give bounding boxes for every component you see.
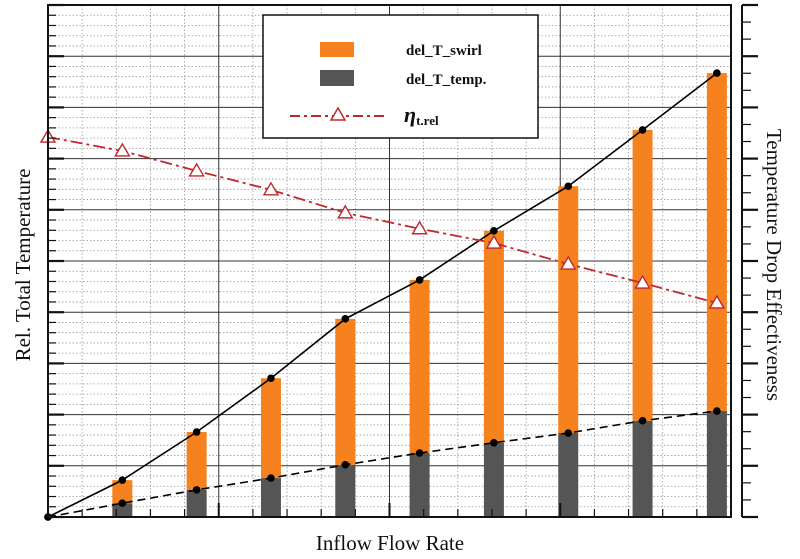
eta-triangle-marker <box>262 181 280 196</box>
point-marker <box>713 69 721 77</box>
eta-triangle-marker <box>634 274 651 289</box>
legend: del_T_swirl del_T_temp. ηt.rel <box>262 14 539 139</box>
bar-del-t-swirl <box>335 318 356 465</box>
eta-triangle-marker <box>188 162 205 177</box>
bar-del-t-temp <box>409 453 430 517</box>
point-marker <box>564 182 573 191</box>
point-marker <box>564 429 573 437</box>
point-marker <box>415 276 424 284</box>
bar-del-t-swirl <box>409 279 430 453</box>
point-marker <box>638 416 647 425</box>
axes <box>47 3 758 519</box>
y2-axis-title: Temperature Drop Effectiveness <box>762 129 786 401</box>
legend-label-eta-main: η <box>404 102 416 127</box>
eta-triangle-marker <box>560 255 577 270</box>
eta-triangle-marker <box>485 234 503 249</box>
bar-del-t-swirl <box>260 378 281 479</box>
bar-del-t-swirl <box>706 73 727 412</box>
eta-triangle-marker <box>114 142 131 157</box>
bar-del-t-temp <box>558 433 579 517</box>
legend-label-del-t-temp: del_T_temp. <box>406 72 487 88</box>
point-marker <box>638 126 647 134</box>
y-axis-title: Rel. Total Temperature <box>11 169 35 362</box>
eta-triangle-marker <box>337 204 354 219</box>
bar-del-t-temp <box>260 478 281 517</box>
legend-label-del-t-swirl: del_T_swirl <box>406 43 482 59</box>
bar-del-t-temp <box>112 503 133 517</box>
point-marker <box>415 449 424 457</box>
legend-label-eta-sub: t.rel <box>416 113 439 128</box>
bar-del-t-temp <box>335 464 356 517</box>
legend-swatch-del-t-temp <box>320 70 354 86</box>
bar-del-t-temp <box>706 411 727 517</box>
legend-triangle-marker-icon <box>329 106 347 121</box>
point-marker <box>341 315 350 323</box>
line-total <box>47 72 718 518</box>
bar-del-t-swirl <box>186 432 207 490</box>
x-axis-title: Inflow Flow Rate <box>316 531 464 555</box>
point-marker <box>192 486 201 494</box>
point-marker <box>118 476 127 484</box>
point-marker <box>118 499 127 507</box>
bar-del-t-swirl <box>558 186 579 434</box>
bars <box>112 73 727 517</box>
eta-triangle-marker <box>411 220 428 235</box>
legend-label-eta: ηt.rel <box>404 102 439 128</box>
point-marker <box>267 374 275 383</box>
line-temp <box>47 410 717 518</box>
bar-del-t-temp <box>483 442 504 517</box>
legend-box <box>262 14 539 139</box>
point-marker <box>192 428 201 436</box>
eta-triangle-marker <box>708 294 726 309</box>
point-marker <box>267 474 275 482</box>
bar-del-t-temp <box>632 420 653 517</box>
point-marker <box>341 460 350 469</box>
markers <box>39 69 726 521</box>
point-marker <box>490 438 498 447</box>
point-marker <box>713 407 721 415</box>
bar-del-t-swirl <box>112 480 133 504</box>
bar-del-t-temp <box>186 489 207 517</box>
lines <box>47 72 718 518</box>
point-marker <box>490 226 498 235</box>
legend-swatch-del-t-swirl <box>320 42 354 57</box>
line-eta <box>47 136 718 304</box>
bar-del-t-swirl <box>483 230 504 443</box>
